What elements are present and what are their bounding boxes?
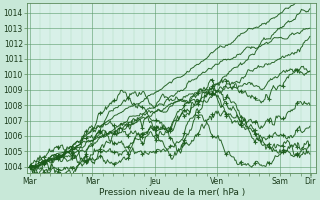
X-axis label: Pression niveau de la mer( hPa ): Pression niveau de la mer( hPa ) xyxy=(99,188,245,197)
